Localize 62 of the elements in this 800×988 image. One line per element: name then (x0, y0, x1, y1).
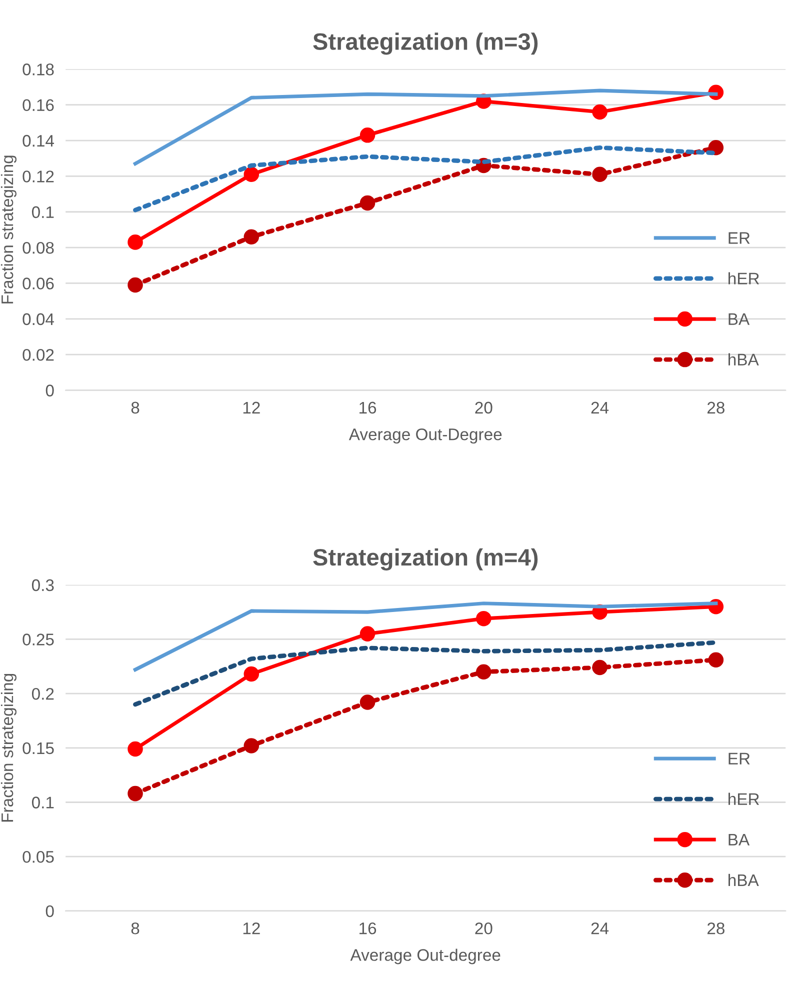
point (128, 234, 143, 250)
x-tick-label: 8 (131, 922, 140, 934)
x-tick-label: 12 (243, 922, 260, 934)
x-tick-label: 12 (243, 402, 260, 414)
y-tick-label: 0.06 (22, 278, 54, 290)
chart-title: Strategization (m=3) (313, 32, 538, 55)
legend-label: hBA (728, 874, 759, 886)
point (708, 652, 724, 668)
legend-label: BA (728, 313, 750, 325)
y-tick-label: 0 (46, 384, 54, 396)
point (708, 140, 724, 156)
x-tick-label: 28 (707, 922, 724, 934)
x-tick-label: 8 (131, 402, 140, 414)
y-tick-label: 0.18 (22, 64, 54, 76)
point (244, 229, 260, 244)
x-axis-title: Average Out-degree (350, 948, 500, 964)
y-tick-label: 0.15 (22, 742, 54, 754)
point (244, 738, 260, 754)
point (128, 786, 143, 802)
x-axis-title: Average Out-Degree (348, 428, 502, 444)
y-tick-label: 0.1 (32, 206, 54, 218)
x-tick-label: 28 (707, 402, 724, 414)
point (128, 277, 143, 293)
x-tick-label: 20 (475, 402, 492, 414)
chart-title: Strategization (m=4) (313, 548, 538, 570)
y-tick-label: 0.12 (22, 170, 54, 182)
legend-label: hER (728, 792, 760, 805)
x-tick-label: 24 (591, 402, 609, 414)
point (244, 666, 260, 682)
legend-label: BA (728, 834, 750, 846)
x-tick-label: 24 (591, 922, 609, 934)
legend-label: ER (728, 752, 750, 764)
point (592, 104, 608, 120)
point (476, 610, 492, 626)
point (244, 166, 260, 182)
point (128, 741, 143, 757)
point (360, 694, 376, 710)
x-tick-label: 16 (360, 922, 376, 934)
y-tick-label: 0.02 (22, 348, 54, 361)
legend-label: hER (728, 272, 760, 284)
legend-label: hBA (728, 353, 759, 366)
y-axis-title: Fraction strategizing (0, 674, 16, 822)
y-tick-label: 0.14 (22, 134, 54, 147)
y-axis-title: Fraction strategizing (0, 156, 16, 304)
point (476, 664, 492, 680)
legend-label: ER (728, 232, 750, 244)
y-tick-label: 0.2 (32, 688, 54, 700)
point (360, 626, 376, 642)
y-tick-label: 0.05 (22, 850, 54, 863)
y-tick-label: 0.3 (32, 579, 54, 592)
y-tick-label: 0.04 (22, 313, 54, 326)
y-tick-label: 0 (46, 905, 54, 918)
point (592, 660, 608, 676)
y-tick-label: 0.25 (22, 634, 54, 646)
x-tick-label: 16 (360, 402, 376, 414)
point (592, 166, 608, 182)
y-tick-label: 0.08 (22, 242, 54, 254)
point (360, 128, 376, 143)
y-tick-label: 0.16 (22, 99, 54, 112)
y-tick-label: 0.1 (32, 796, 54, 808)
x-tick-label: 20 (475, 922, 492, 934)
point (360, 195, 376, 211)
